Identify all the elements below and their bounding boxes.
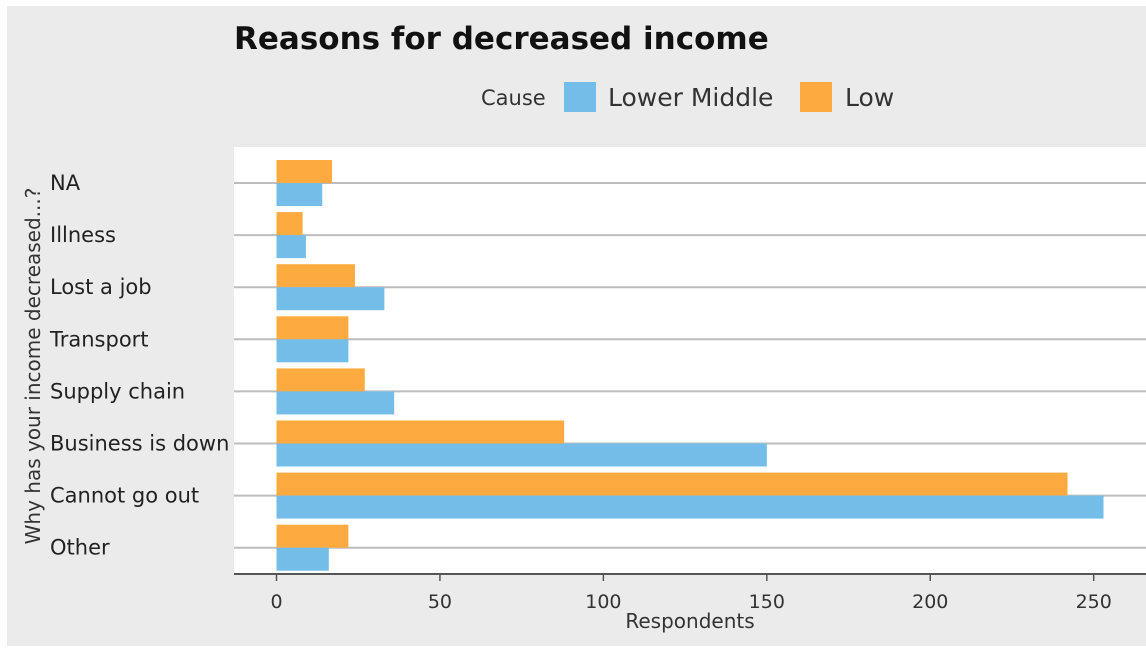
bar-low-supply-chain xyxy=(276,368,365,392)
bar-lower-middle-cannot-go-out xyxy=(276,495,1104,519)
category-label-illness: Illness xyxy=(50,223,116,247)
category-label-lost-a-job: Lost a job xyxy=(50,275,152,299)
legend: Cause Lower Middle Low xyxy=(481,82,894,112)
x-tick-label-200: 200 xyxy=(912,591,948,613)
chart-title: Reasons for decreased income xyxy=(234,21,769,57)
x-tick-label-100: 100 xyxy=(585,591,621,613)
legend-swatch-low xyxy=(800,82,832,112)
bar-lower-middle-business-is-down xyxy=(276,443,767,467)
legend-title: Cause xyxy=(481,86,546,110)
bar-low-illness xyxy=(276,212,303,236)
bar-low-transport xyxy=(276,316,349,340)
x-axis-title: Respondents xyxy=(625,609,754,633)
bar-chart: Reasons for decreased income Cause Lower… xyxy=(21,21,1146,633)
category-label-na: NA xyxy=(50,171,81,195)
legend-label-lower-middle: Lower Middle xyxy=(608,83,773,112)
category-label-supply-chain: Supply chain xyxy=(50,379,185,403)
category-labels: NA Illness Lost a job Transport Supply chain… xyxy=(49,171,229,560)
x-tick-label-250: 250 xyxy=(1076,591,1112,613)
chart-figure: Reasons for decreased income Cause Lower… xyxy=(7,6,1146,646)
bar-lower-middle-na xyxy=(276,183,323,206)
bar-lower-middle-illness xyxy=(276,235,306,259)
category-label-cannot-go-out: Cannot go out xyxy=(50,484,199,508)
bar-lower-middle-transport xyxy=(276,339,349,363)
legend-label-low: Low xyxy=(845,83,894,112)
bar-lower-middle-lost-a-job xyxy=(276,287,385,311)
x-tick-label-50: 50 xyxy=(428,591,452,613)
y-axis-title: Why has your income decreased...? xyxy=(21,188,45,545)
category-label-business-is-down: Business is down xyxy=(50,432,229,456)
bar-lower-middle-supply-chain xyxy=(276,391,395,415)
category-label-transport: Transport xyxy=(49,327,149,351)
bar-low-cannot-go-out xyxy=(276,472,1068,496)
bar-low-lost-a-job xyxy=(276,264,355,288)
category-label-other: Other xyxy=(50,536,110,560)
bar-low-business-is-down xyxy=(276,420,565,444)
bar-lower-middle-other xyxy=(276,547,329,571)
legend-swatch-lower-middle xyxy=(564,82,596,112)
x-tick-label-150: 150 xyxy=(749,591,785,613)
bar-low-other xyxy=(276,524,349,548)
x-tick-label-0: 0 xyxy=(270,591,282,613)
bar-low-na xyxy=(276,160,333,183)
bars xyxy=(276,160,1104,571)
x-ticks: 0 50 100 150 200 250 xyxy=(270,574,1112,613)
